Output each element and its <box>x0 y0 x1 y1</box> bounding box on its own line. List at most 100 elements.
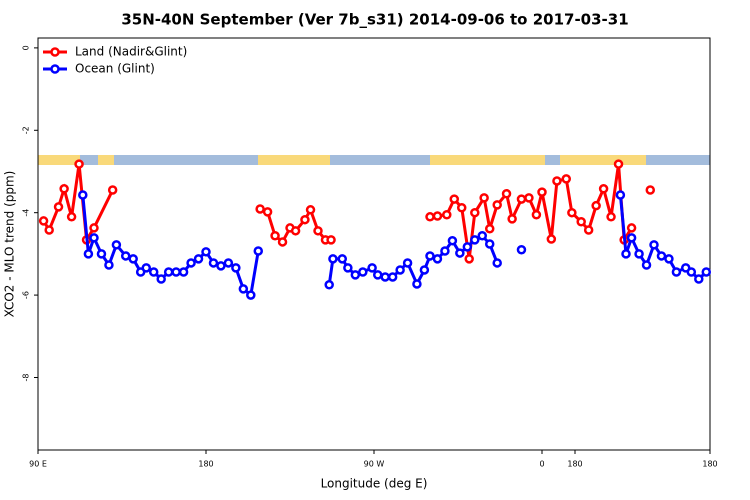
data-point <box>208 258 219 268</box>
legend-marker <box>50 64 60 74</box>
data-point <box>238 284 249 294</box>
data-point <box>455 248 465 258</box>
data-point <box>270 231 280 241</box>
data-point <box>449 194 460 204</box>
y-tick-label: -4 <box>22 209 31 217</box>
x-tick-label: 90 E <box>29 460 47 469</box>
data-point <box>223 258 234 268</box>
data-point <box>313 226 323 236</box>
data-point <box>656 251 667 261</box>
data-point <box>412 279 422 289</box>
data-point <box>484 224 495 234</box>
data-point <box>74 159 84 169</box>
data-point <box>447 235 458 246</box>
data-point <box>128 254 138 264</box>
data-point <box>156 274 166 284</box>
data-point <box>583 225 594 235</box>
data-point <box>262 207 273 217</box>
data-point <box>492 200 502 210</box>
data-point <box>367 263 377 273</box>
data-point <box>621 249 631 259</box>
data-point <box>552 176 562 186</box>
data-point <box>598 184 609 194</box>
data-point <box>516 245 527 255</box>
plot-frame <box>37 37 711 451</box>
data-point <box>524 193 534 203</box>
data-point <box>104 260 114 270</box>
data-point <box>613 159 624 169</box>
y-tick-label: -8 <box>22 373 31 381</box>
data-point <box>78 190 88 200</box>
legend-label: Land (Nadir&Glint) <box>75 45 187 59</box>
data-point <box>300 214 310 225</box>
land-strip <box>258 155 330 165</box>
land-strip <box>38 155 80 165</box>
data-point <box>492 258 502 268</box>
data-point <box>59 184 69 194</box>
data-point <box>178 267 189 277</box>
data-point <box>290 226 301 236</box>
x-tick-label: 180 <box>198 460 213 469</box>
data-point <box>507 214 517 224</box>
data-point <box>641 260 652 270</box>
data-point <box>38 216 49 226</box>
data-point <box>432 254 443 264</box>
data-point <box>66 212 77 222</box>
data-point <box>148 267 159 277</box>
y-tick-label: -2 <box>22 126 31 134</box>
data-point <box>255 204 265 214</box>
data-point <box>456 202 467 213</box>
data-point <box>186 258 196 268</box>
data-point <box>626 233 637 243</box>
data-point <box>141 263 152 273</box>
data-point <box>484 239 495 249</box>
data-point <box>171 267 181 277</box>
data-point <box>372 270 383 280</box>
data-point <box>576 217 586 227</box>
data-point <box>163 267 174 277</box>
data-point <box>358 267 368 277</box>
data-point <box>89 233 99 243</box>
land-strip <box>98 155 114 165</box>
data-point <box>53 202 64 212</box>
data-point <box>44 225 54 235</box>
data-point <box>305 205 316 215</box>
data-point <box>694 274 704 284</box>
data-point <box>462 242 473 252</box>
data-point <box>479 193 489 203</box>
data-point <box>402 258 413 268</box>
data-point <box>337 254 348 264</box>
x-tick-label: 0 <box>539 460 544 469</box>
data-point <box>107 185 118 195</box>
data-point <box>193 254 204 264</box>
data-point <box>470 207 480 218</box>
data-point <box>701 267 712 277</box>
data-point <box>277 237 288 247</box>
data-point <box>606 212 616 222</box>
data-point <box>425 251 435 261</box>
y-tick-label: 0 <box>22 45 31 50</box>
data-point <box>246 290 256 300</box>
data-point <box>567 207 577 218</box>
ocean-strip <box>38 155 710 165</box>
data-point <box>501 188 512 199</box>
data-point <box>531 209 542 220</box>
data-point <box>96 249 107 259</box>
x-tick-label: 90 W <box>364 460 385 469</box>
data-point <box>477 231 488 241</box>
data-point <box>201 247 211 257</box>
data-point <box>537 187 547 197</box>
data-point <box>419 265 430 275</box>
data-point <box>328 254 338 264</box>
data-point <box>111 240 122 250</box>
data-point <box>231 263 241 273</box>
data-point <box>561 174 572 184</box>
data-point <box>425 212 435 222</box>
data-point <box>432 211 443 221</box>
data-point <box>516 194 527 204</box>
data-point <box>686 267 697 277</box>
y-tick-label: -6 <box>22 291 31 299</box>
data-point <box>649 240 659 250</box>
data-point <box>395 265 405 275</box>
